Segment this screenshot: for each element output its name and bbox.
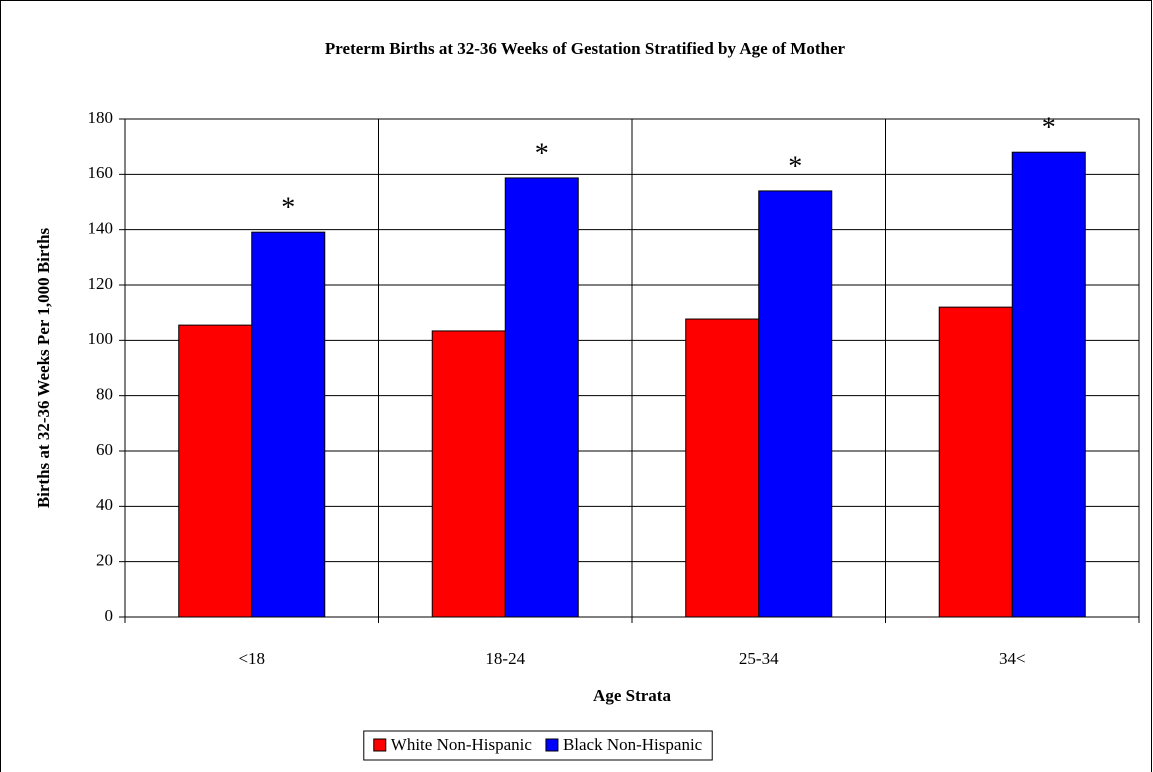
y-tick-label: 160 [88,163,114,182]
bar [504,177,579,618]
y-tick-label: 120 [88,274,114,293]
bar [938,306,1013,618]
bar [251,231,326,618]
legend-label: Black Non-Hispanic [563,735,703,754]
x-tick-label: 25-34 [739,649,779,668]
bar [431,330,506,618]
legend-box [363,730,713,761]
significance-marker: * [1042,113,1056,144]
legend-swatch [373,738,387,752]
bar [758,190,833,618]
significance-marker: * [281,193,295,224]
x-tick-label: <18 [238,649,265,668]
y-tick-label: 0 [105,606,114,625]
y-tick-label: 40 [96,495,113,514]
chart-title: Preterm Births at 32-36 Weeks of Gestati… [325,39,846,58]
x-axis-label: Age Strata [593,686,671,705]
y-tick-label: 100 [88,329,114,348]
x-tick-label: 18-24 [485,649,525,668]
significance-marker: * [788,151,802,182]
y-tick-label: 80 [96,385,113,404]
y-tick-label: 140 [88,219,114,238]
y-tick-label: 60 [96,440,113,459]
y-tick-label: 20 [96,551,113,570]
legend-label: White Non-Hispanic [391,735,533,754]
bar [1011,151,1086,618]
y-tick-label: 180 [88,108,114,127]
x-tick-label: 34< [999,649,1026,668]
y-axis-label: Births at 32-36 Weeks Per 1,000 Births [34,227,53,508]
legend-swatch [545,738,559,752]
bar [685,318,760,618]
bar [178,324,253,618]
significance-marker: * [535,138,549,169]
